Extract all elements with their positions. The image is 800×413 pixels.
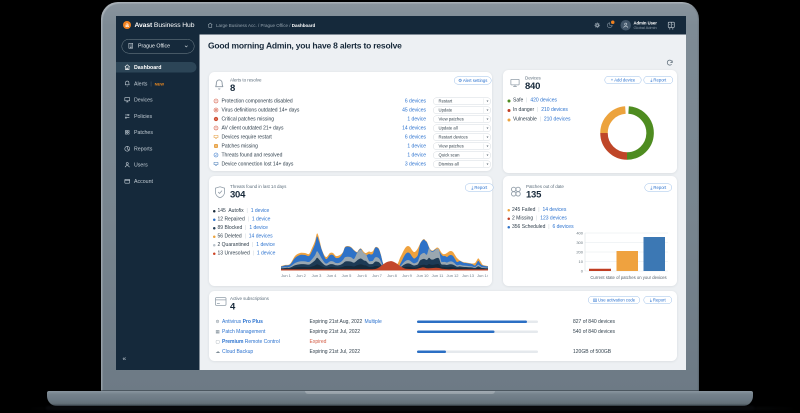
svg-text:200: 200 bbox=[576, 250, 583, 255]
svg-text:Jun 14: Jun 14 bbox=[477, 273, 488, 278]
svg-text:300: 300 bbox=[576, 240, 583, 245]
svg-text:Jun 7: Jun 7 bbox=[372, 273, 383, 278]
svg-text:Jun 5: Jun 5 bbox=[342, 273, 353, 278]
svg-text:Jun 8: Jun 8 bbox=[387, 273, 398, 278]
svg-text:Jun 3: Jun 3 bbox=[312, 273, 323, 278]
svg-text:Jun 13: Jun 13 bbox=[462, 273, 475, 278]
svg-text:Jun 4: Jun 4 bbox=[327, 273, 338, 278]
svg-text:Jun 6: Jun 6 bbox=[357, 273, 368, 278]
svg-text:Jun 10: Jun 10 bbox=[416, 273, 429, 278]
svg-text:400: 400 bbox=[576, 231, 583, 236]
svg-text:10: 10 bbox=[579, 259, 584, 264]
svg-text:Jun 9: Jun 9 bbox=[402, 273, 413, 278]
svg-text:Current state of patches on yo: Current state of patches on your devices bbox=[590, 275, 666, 280]
svg-text:Jun 2: Jun 2 bbox=[296, 273, 307, 278]
svg-text:0: 0 bbox=[581, 269, 584, 274]
svg-text:Jun 12: Jun 12 bbox=[446, 273, 459, 278]
svg-text:Jun 1: Jun 1 bbox=[281, 273, 292, 278]
svg-text:Jun 11: Jun 11 bbox=[432, 273, 444, 278]
